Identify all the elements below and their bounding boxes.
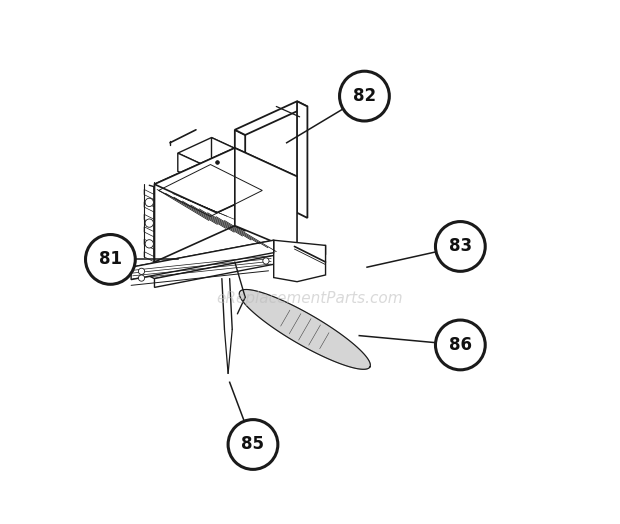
Polygon shape (235, 148, 297, 252)
Polygon shape (131, 240, 297, 279)
Text: 85: 85 (241, 435, 265, 453)
Polygon shape (235, 130, 245, 231)
Text: 86: 86 (449, 336, 472, 354)
Circle shape (435, 222, 485, 271)
Circle shape (86, 235, 135, 285)
Text: 83: 83 (449, 237, 472, 255)
Polygon shape (144, 202, 154, 212)
Polygon shape (239, 289, 370, 369)
Polygon shape (273, 240, 326, 282)
Circle shape (435, 320, 485, 370)
Polygon shape (154, 148, 235, 262)
Polygon shape (178, 153, 211, 187)
Polygon shape (131, 240, 273, 280)
Circle shape (228, 420, 278, 470)
Polygon shape (144, 227, 154, 237)
Polygon shape (144, 189, 154, 200)
Polygon shape (178, 138, 245, 169)
Polygon shape (235, 101, 308, 135)
Polygon shape (154, 245, 326, 287)
Polygon shape (211, 138, 245, 187)
Polygon shape (144, 239, 154, 249)
Circle shape (138, 275, 144, 281)
Circle shape (340, 71, 389, 121)
Circle shape (145, 219, 153, 227)
Circle shape (145, 239, 153, 248)
Circle shape (263, 258, 269, 264)
Polygon shape (154, 148, 297, 213)
Text: 81: 81 (99, 250, 122, 268)
Circle shape (138, 268, 144, 275)
Polygon shape (297, 101, 308, 218)
Text: eReplacementParts.com: eReplacementParts.com (216, 291, 404, 306)
Text: 82: 82 (353, 87, 376, 105)
Polygon shape (144, 252, 154, 262)
Circle shape (145, 198, 153, 206)
Polygon shape (144, 214, 154, 225)
